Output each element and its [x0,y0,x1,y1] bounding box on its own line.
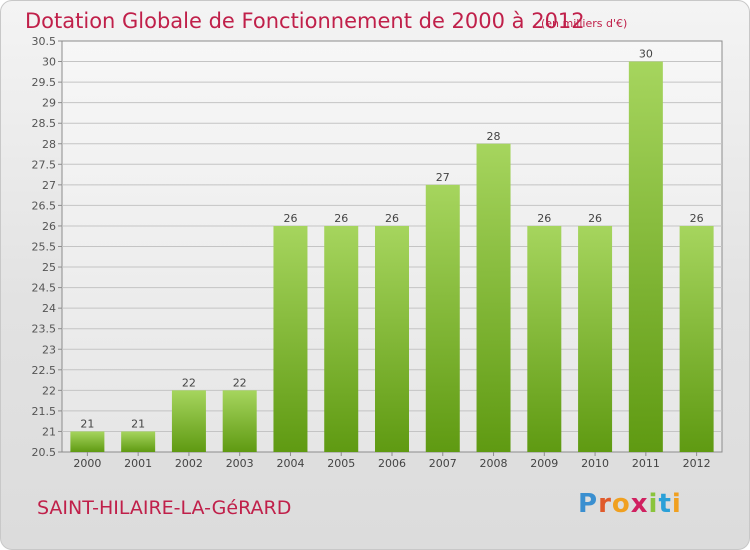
bar-value-label: 22 [182,376,196,389]
bar [121,431,156,452]
bar [324,225,359,452]
bar-value-label: 30 [639,48,653,61]
y-tick-label: 27 [42,179,56,192]
bar [628,61,663,453]
y-tick-label: 23.5 [32,323,57,336]
x-tick-label: 2000 [73,457,101,470]
bar-value-label: 27 [436,171,450,184]
bar [375,225,409,452]
y-tick-label: 29 [42,97,56,110]
bars: 21 21 22 22 26 26 26 27 28 26 26 30 26 [70,48,714,453]
bar-value-label: 21 [80,417,94,430]
x-axis: 2000 2001 2002 2003 2004 2005 2006 2007 2008 2009… [73,452,711,470]
x-tick-label: 2007 [429,457,457,470]
bar [425,184,460,452]
y-tick-label: 30.5 [32,35,57,48]
y-tick-label: 30 [42,56,56,69]
y-tick-label: 21 [42,425,56,438]
bar [171,390,206,452]
y-tick-label: 26 [42,220,56,233]
bar-value-label: 26 [537,212,551,225]
bar [222,390,257,452]
bar [70,431,105,452]
y-tick-label: 25.5 [32,241,57,254]
bar-value-label: 26 [283,212,297,225]
bar [476,143,511,452]
x-tick-label: 2009 [530,457,558,470]
proxiti-logo: Proxiti [578,489,682,519]
x-tick-label: 2011 [632,457,660,470]
y-tick-label: 27.5 [32,158,57,171]
x-tick-label: 2002 [175,457,203,470]
x-tick-label: 2010 [581,457,609,470]
y-tick-label: 28.5 [32,117,57,130]
x-tick-label: 2006 [378,457,406,470]
bar-value-label: 22 [233,376,247,389]
y-tick-label: 29.5 [32,76,57,89]
y-tick-label: 23 [42,343,56,356]
y-tick-label: 24.5 [32,282,57,295]
bar [679,225,714,452]
y-tick-label: 28 [42,138,56,151]
x-tick-label: 2003 [226,457,254,470]
y-tick-label: 26.5 [32,199,57,212]
bar [527,225,562,452]
y-tick-label: 24 [42,302,56,315]
y-tick-label: 20.5 [32,446,57,459]
chart-title: Dotation Globale de Fonctionnement de 20… [25,9,585,33]
x-tick-label: 2004 [276,457,304,470]
x-tick-label: 2012 [683,457,711,470]
bar-value-label: 26 [690,212,704,225]
y-tick-label: 22 [42,384,56,397]
y-axis: 20.5 21 21.5 22 22.5 23 23.5 24 24.5 25 25.5 26 26.5… [32,35,62,459]
bar-value-label: 26 [334,212,348,225]
bar [578,225,613,452]
x-tick-label: 2008 [480,457,508,470]
commune-name: SAINT-HILAIRE-LA-GéRARD [37,497,292,519]
bar-value-label: 26 [588,212,602,225]
y-tick-label: 25 [42,261,56,274]
x-tick-label: 2001 [124,457,152,470]
bar-value-label: 26 [385,212,399,225]
bar-value-label: 21 [131,417,145,430]
chart-unit: (en milliers d'€) [541,17,628,30]
y-tick-label: 22.5 [32,364,57,377]
x-tick-label: 2005 [327,457,355,470]
y-tick-label: 21.5 [32,405,57,418]
bar [273,225,308,452]
bar-value-label: 28 [487,130,501,143]
